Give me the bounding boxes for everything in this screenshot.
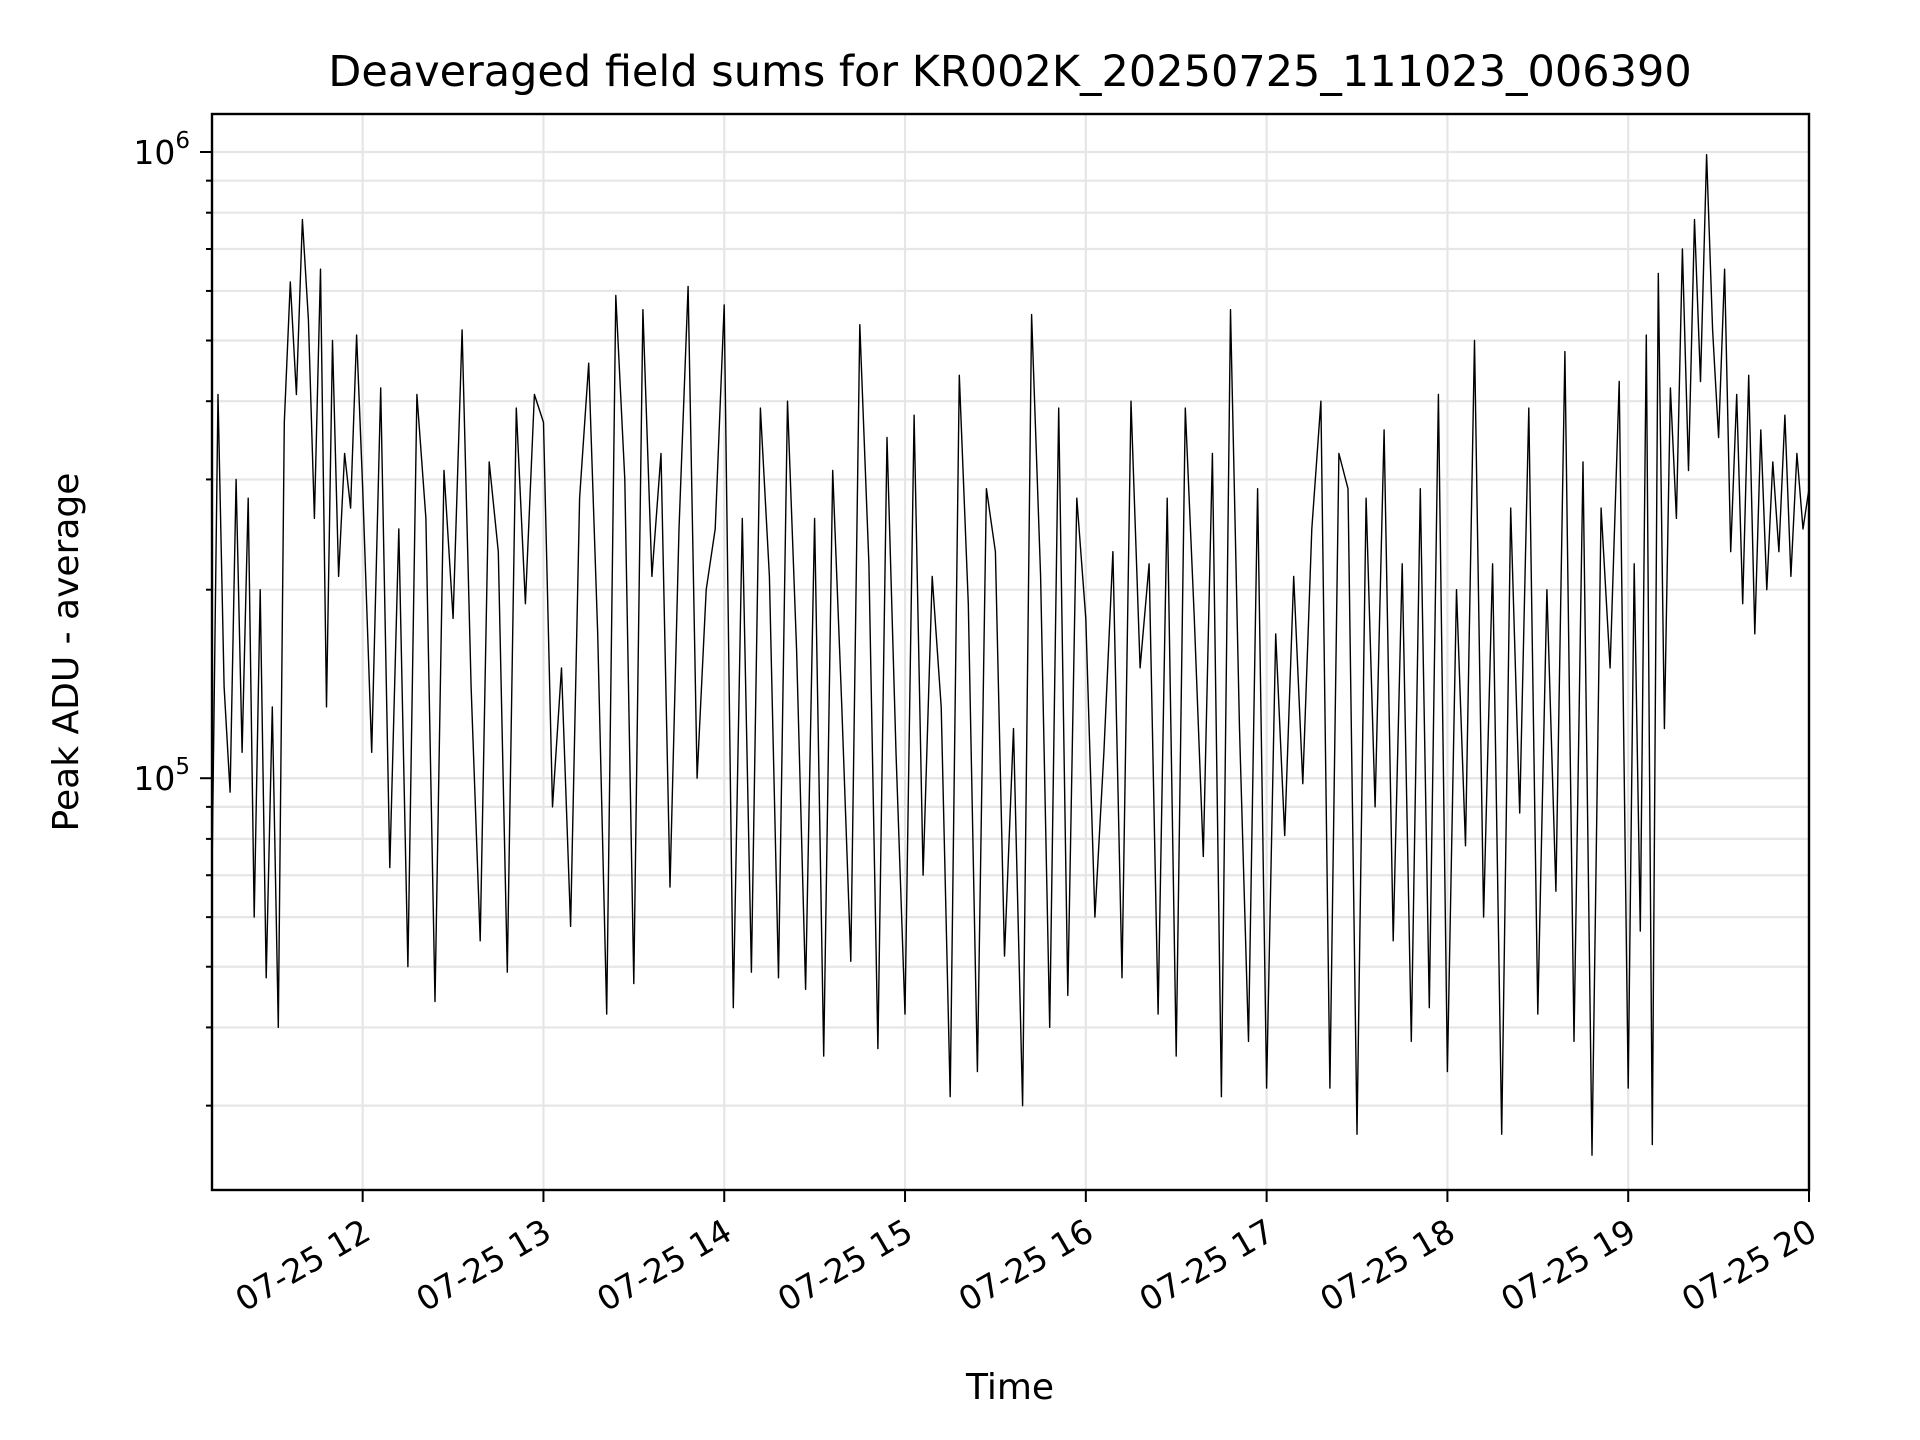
y-tick-label: 105	[133, 754, 190, 798]
y-tick-label: 106	[133, 128, 190, 172]
x-axis-label: Time	[965, 1367, 1054, 1408]
plot-area-frame	[210, 112, 1811, 1192]
chart-title: Deaveraged field sums for KR002K_2025072…	[328, 47, 1691, 97]
grid-lines	[212, 114, 1811, 1190]
y-axis-label: Peak ADU - average	[46, 473, 87, 832]
y-axis-ticks: 105 106	[133, 128, 212, 1107]
series-line-layer	[211, 153, 1810, 1156]
series-line	[211, 153, 1810, 1156]
